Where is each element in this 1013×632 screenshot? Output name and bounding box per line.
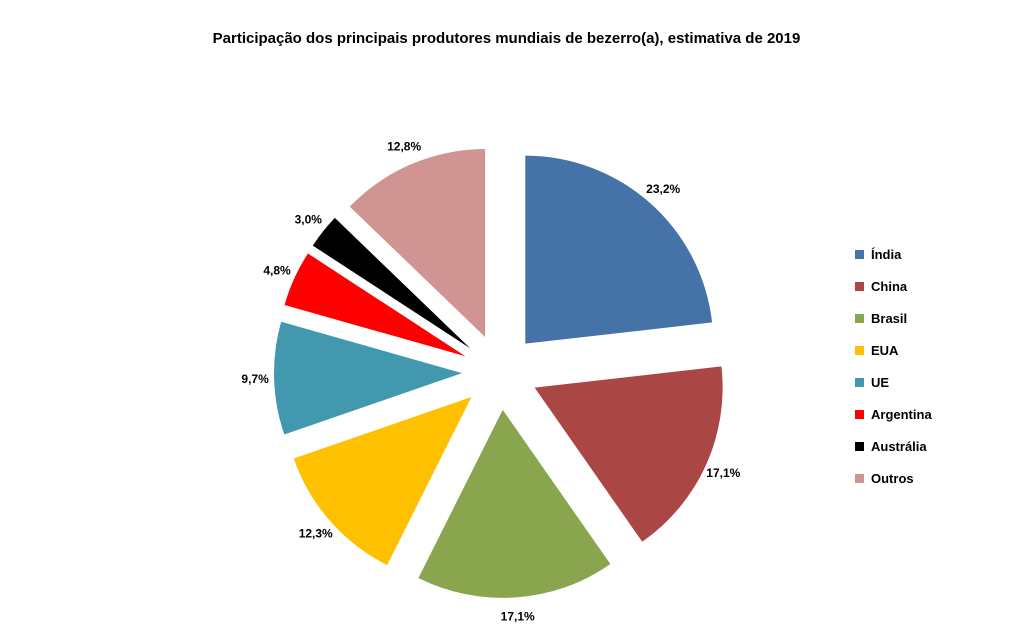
legend-label: Austrália	[871, 438, 927, 454]
legend-label: China	[871, 278, 908, 294]
data-label-india: 23,2%	[646, 182, 680, 196]
data-label-brasil: 17,1%	[501, 609, 535, 623]
legend-swatch	[855, 441, 864, 451]
legend-item-brasil: Brasil	[855, 302, 1005, 334]
legend-swatch	[855, 409, 864, 419]
data-labels: 23,2% 17,1% 17,1% 12,3% 9,7% 4,8% 3,0% 12,8%	[241, 140, 740, 624]
legend-item-australia: Austrália	[855, 430, 1005, 462]
legend-label: Brasil	[871, 310, 908, 326]
slice-argentina	[284, 253, 466, 357]
data-label-argentina: 4,8%	[263, 263, 291, 277]
legend-label: UE	[871, 374, 890, 390]
legend-swatch	[855, 281, 864, 291]
legend-label: Argentina	[871, 406, 932, 422]
slice-eua	[293, 397, 472, 566]
pie-slices	[274, 149, 723, 598]
slice-outros	[349, 149, 486, 338]
legend: Índia China Brasil EUA UE Argentina Austrália O…	[855, 238, 1005, 494]
data-label-eua: 12,3%	[299, 526, 333, 540]
data-label-outros: 12,8%	[387, 140, 421, 154]
data-label-ue: 9,7%	[241, 372, 269, 386]
chart-title: Participação dos principais produtores m…	[212, 30, 801, 47]
legend-item-china: China	[855, 270, 1005, 302]
legend-item-eua: EUA	[855, 334, 1005, 366]
legend-item-ue: UE	[855, 366, 1005, 398]
legend-swatch	[855, 473, 864, 483]
data-label-china: 17,1%	[706, 466, 740, 480]
legend-label: Índia	[871, 246, 902, 262]
legend-label: Outros	[871, 470, 914, 486]
data-label-australia: 3,0%	[295, 212, 323, 226]
slice-ue	[274, 321, 463, 435]
slice-brasil	[418, 409, 611, 598]
legend-item-outros: Outros	[855, 462, 1005, 494]
slice-australia	[312, 217, 471, 349]
slice-india	[525, 155, 713, 344]
slice-china	[534, 366, 723, 542]
legend-swatch	[855, 313, 864, 323]
legend-swatch	[855, 377, 864, 387]
legend-swatch	[855, 345, 864, 355]
legend-item-india: Índia	[855, 238, 1005, 270]
legend-label: EUA	[871, 342, 899, 358]
legend-swatch	[855, 249, 864, 259]
legend-item-argentina: Argentina	[855, 398, 1005, 430]
